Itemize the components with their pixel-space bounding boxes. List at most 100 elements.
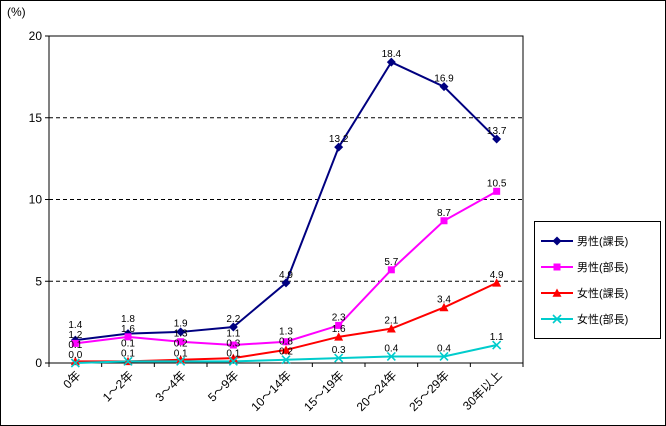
- triangle-marker: [386, 324, 396, 333]
- x-marker: [123, 356, 133, 366]
- x-tick-label: 20～24年: [354, 368, 400, 414]
- data-label: 0.1: [174, 348, 188, 359]
- diamond-marker: [492, 134, 502, 144]
- x-tick-label: 3～4年: [152, 368, 188, 404]
- x-marker: [176, 356, 186, 366]
- data-label: 0.2: [174, 338, 188, 349]
- data-label: 1.4: [68, 320, 82, 331]
- data-label: 0.3: [226, 338, 240, 349]
- square-marker: [553, 263, 561, 271]
- data-label: 4.9: [279, 270, 293, 281]
- x-marker: [439, 351, 449, 362]
- data-label: 5.7: [384, 257, 398, 268]
- square-marker: [440, 217, 448, 225]
- diamond-marker: [176, 327, 186, 337]
- data-label: 18.4: [382, 49, 402, 60]
- data-label: 1.8: [121, 314, 135, 325]
- square-marker: [387, 266, 395, 274]
- legend-triangle-icon: [541, 288, 573, 297]
- data-label: 10.5: [487, 178, 507, 189]
- data-label: 0.1: [226, 348, 240, 359]
- data-label: 0.4: [384, 343, 398, 354]
- data-label: 0.3: [332, 345, 346, 356]
- data-label: 0.1: [121, 348, 135, 359]
- data-label: 1.1: [490, 332, 504, 343]
- square-marker: [335, 321, 343, 329]
- diamond-marker: [386, 57, 396, 67]
- data-label: 0.4: [437, 343, 451, 354]
- x-tick-label: 5～9年: [205, 368, 241, 404]
- triangle-marker: [281, 345, 291, 354]
- y-tick-label: 0: [35, 356, 42, 370]
- data-label: 16.9: [434, 74, 454, 85]
- diamond-marker: [281, 278, 291, 288]
- legend-square-icon: [541, 263, 573, 271]
- data-label: 1.6: [332, 324, 346, 335]
- triangle-marker: [439, 302, 449, 312]
- data-label: 1.6: [121, 324, 135, 335]
- x-tick-label: 15～19年: [301, 368, 347, 414]
- x-marker: [492, 340, 502, 350]
- y-tick-label: 5: [35, 274, 42, 288]
- data-label: 1.3: [279, 327, 293, 338]
- triangle-marker: [176, 355, 186, 364]
- data-label: 2.1: [384, 316, 398, 327]
- data-label: 2.3: [332, 312, 346, 323]
- triangle-marker: [334, 332, 344, 341]
- triangle-marker: [552, 288, 562, 297]
- square-marker: [177, 338, 185, 346]
- data-label: 1.2: [68, 330, 82, 341]
- data-label: 3.4: [437, 294, 451, 305]
- legend-diamond-icon: [541, 236, 573, 246]
- legend: 男性(課長) 男性(部長) 女性(課長) 女性(部長): [534, 221, 661, 339]
- legend-item-0: 男性(課長): [540, 233, 655, 249]
- x-tick-label: 25～29年: [406, 368, 452, 414]
- legend-label: 男性(課長): [577, 236, 629, 248]
- x-tick-label: 1～2年: [100, 368, 136, 404]
- data-label: 2.2: [226, 314, 240, 325]
- x-marker: [386, 351, 396, 362]
- square-marker: [124, 333, 132, 341]
- data-label: 8.7: [437, 208, 451, 219]
- y-axis-unit-label: (%): [7, 5, 26, 19]
- x-marker: [334, 353, 344, 363]
- data-label: 1.9: [174, 318, 188, 329]
- legend-label: 男性(部長): [577, 262, 629, 274]
- legend-label: 女性(部長): [577, 314, 629, 326]
- x-marker: [281, 355, 291, 365]
- y-tick-label: 15: [29, 111, 43, 125]
- x-marker: [70, 358, 80, 368]
- x-tick-label: 10～14年: [248, 368, 294, 414]
- data-label: 4.9: [490, 270, 504, 281]
- square-marker: [282, 338, 290, 346]
- triangle-marker: [70, 356, 80, 366]
- data-label: 0.2: [279, 347, 293, 358]
- legend-x-icon: [541, 314, 573, 324]
- diamond-marker: [439, 82, 449, 92]
- square-marker: [71, 339, 79, 347]
- x-tick-label: 30年以上: [460, 368, 505, 413]
- x-tick-label: 0年: [60, 368, 83, 391]
- legend-item-1: 男性(部長): [540, 259, 655, 275]
- diamond-marker: [228, 322, 238, 332]
- x-marker: [228, 356, 238, 366]
- y-tick-label: 10: [29, 193, 43, 207]
- legend-item-3: 女性(部長): [540, 311, 655, 327]
- data-label: 0.1: [68, 340, 82, 351]
- diamond-marker: [334, 142, 344, 152]
- square-marker: [229, 341, 237, 349]
- x-marker: [552, 314, 562, 324]
- data-label: 1.3: [174, 328, 188, 339]
- data-label: 13.2: [329, 134, 349, 145]
- square-marker: [493, 187, 501, 195]
- legend-item-2: 女性(課長): [540, 285, 655, 301]
- triangle-marker: [492, 278, 502, 287]
- data-label: 0.0: [68, 350, 82, 361]
- data-label: 13.7: [487, 126, 507, 137]
- y-tick-label: 20: [29, 29, 43, 43]
- data-label: 1.1: [226, 328, 240, 339]
- data-label: 0.8: [279, 337, 293, 348]
- legend-label: 女性(課長): [577, 288, 629, 300]
